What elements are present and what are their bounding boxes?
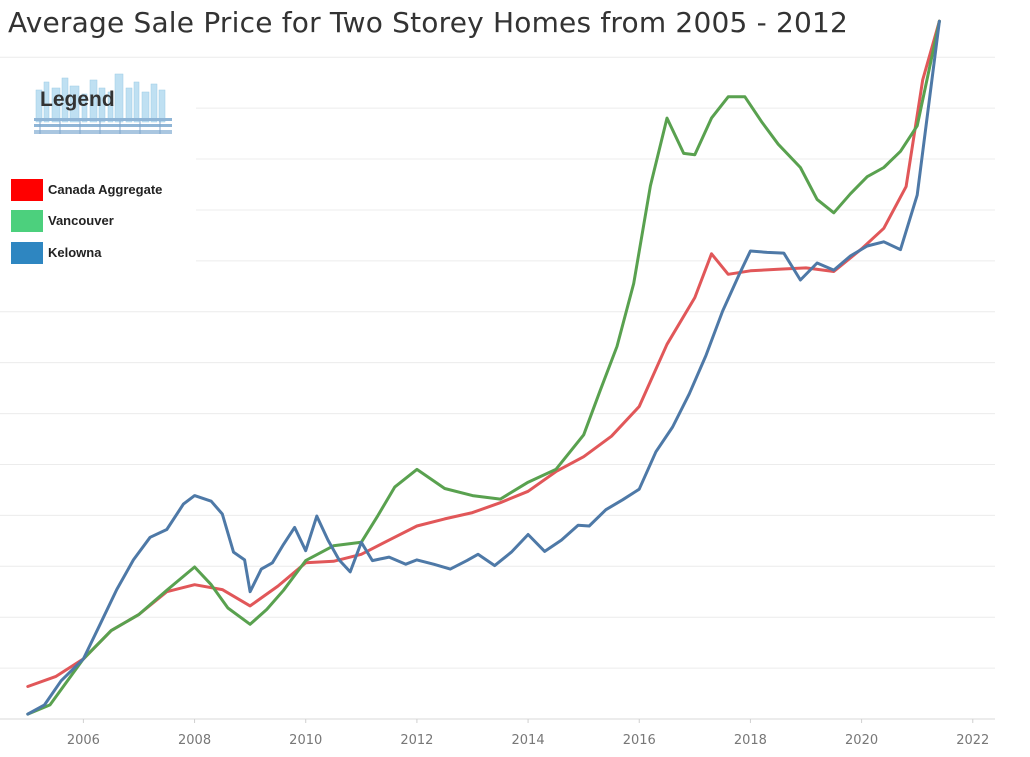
x-tick-label: 2020 xyxy=(845,733,878,748)
legend-label-kelowna: Kelowna xyxy=(48,245,102,260)
legend-panel xyxy=(0,58,196,276)
x-tick-label: 2018 xyxy=(734,733,767,748)
legend-swatch-kelowna xyxy=(11,242,43,264)
page-title: Average Sale Price for Two Storey Homes … xyxy=(8,6,849,39)
x-tick-label: 2010 xyxy=(289,733,322,748)
legend-title: Legend xyxy=(40,88,115,111)
series-line-kelowna xyxy=(26,19,941,716)
legend-swatch-vancouver xyxy=(11,210,43,232)
series-line-vancouver xyxy=(26,19,941,716)
legend-swatch-canada-aggregate xyxy=(11,179,43,201)
x-tick-label: 2008 xyxy=(178,733,211,748)
legend-label-canada-aggregate: Canada Aggregate xyxy=(48,182,163,197)
x-tick-label: 2012 xyxy=(400,733,433,748)
x-tick-label: 2006 xyxy=(67,733,100,748)
x-axis-ticks: 2006 2008 2010 2012 2014 2016 2018 2020 2022 xyxy=(67,719,989,748)
x-tick-label: 2022 xyxy=(956,733,989,748)
city-skyline-image xyxy=(34,73,172,134)
series-lines xyxy=(26,19,941,716)
x-tick-label: 2014 xyxy=(512,733,545,748)
legend-label-vancouver: Vancouver xyxy=(48,213,114,228)
x-tick-label: 2016 xyxy=(623,733,656,748)
